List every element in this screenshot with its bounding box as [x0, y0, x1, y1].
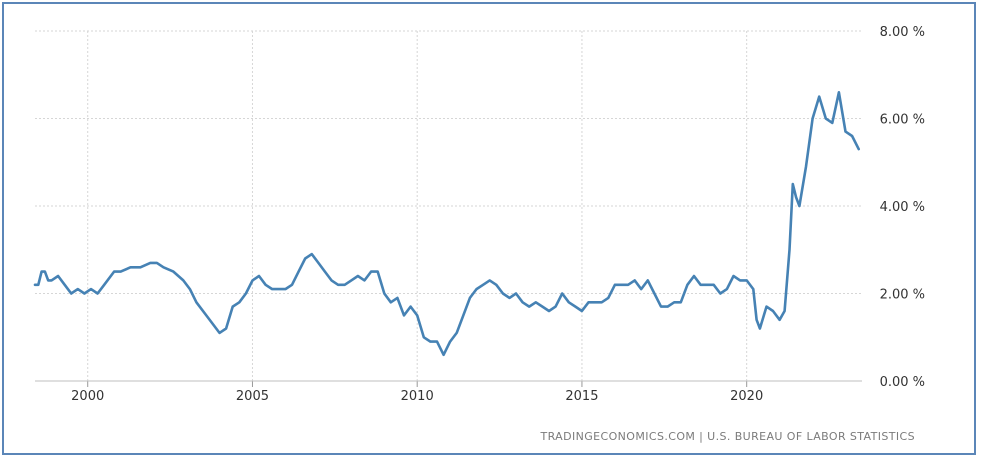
x-tick-label: 2020 — [730, 389, 763, 404]
x-tick-label: 2010 — [401, 389, 434, 404]
y-tick-label: 0.00 % — [880, 375, 925, 390]
x-tick-label: 2005 — [236, 389, 269, 404]
series-line — [33, 91, 860, 357]
y-tick-label: 6.00 % — [880, 113, 925, 128]
y-tick-label: 8.00 % — [880, 25, 925, 40]
y-tick-label: 2.00 % — [880, 288, 925, 303]
x-tick-label: 2015 — [565, 389, 598, 404]
y-tick-label: 4.00 % — [880, 200, 925, 215]
source-label: TRADINGECONOMICS.COM | U.S. BUREAU OF LA… — [539, 430, 915, 443]
chart-frame — [2, 2, 976, 455]
x-tick-label: 2000 — [71, 389, 104, 404]
